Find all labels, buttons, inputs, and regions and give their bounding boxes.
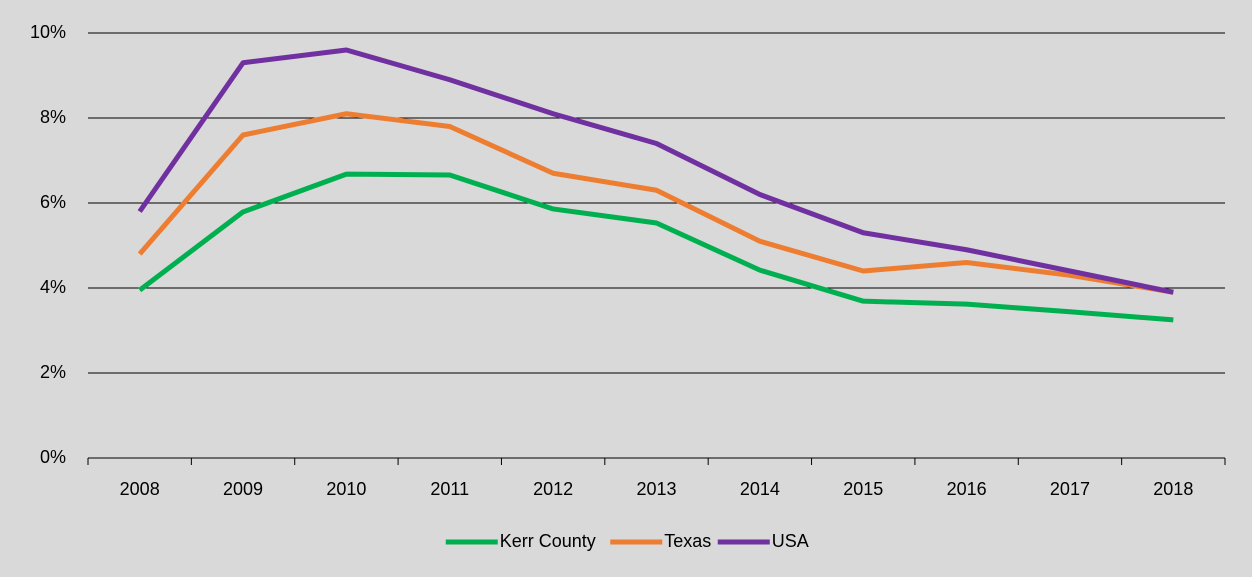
y-tick-label: 10%	[30, 22, 66, 42]
line	[137, 111, 1174, 295]
y-tick-label: 2%	[40, 362, 66, 382]
line	[138, 171, 1174, 323]
legend-label: Texas	[664, 531, 711, 551]
x-tick-label: 2010	[326, 479, 366, 499]
x-tick-label: 2012	[533, 479, 573, 499]
legend-label: Kerr County	[500, 531, 596, 551]
y-tick-label: 4%	[40, 277, 66, 297]
x-tick-label: 2017	[1050, 479, 1090, 499]
y-tick-label: 6%	[40, 192, 66, 212]
x-tick-label: 2016	[947, 479, 987, 499]
x-tick-label: 2015	[843, 479, 883, 499]
x-tick-label: 2008	[120, 479, 160, 499]
x-tick-label: 2013	[636, 479, 676, 499]
y-tick-label: 0%	[40, 447, 66, 467]
x-tick-label: 2014	[740, 479, 780, 499]
legend-label: USA	[772, 531, 809, 551]
x-tick-label: 2011	[430, 479, 469, 499]
line	[137, 47, 1174, 295]
x-tick-label: 2009	[223, 479, 263, 499]
y-tick-label: 8%	[40, 107, 66, 127]
x-tick-label: 2018	[1153, 479, 1193, 499]
